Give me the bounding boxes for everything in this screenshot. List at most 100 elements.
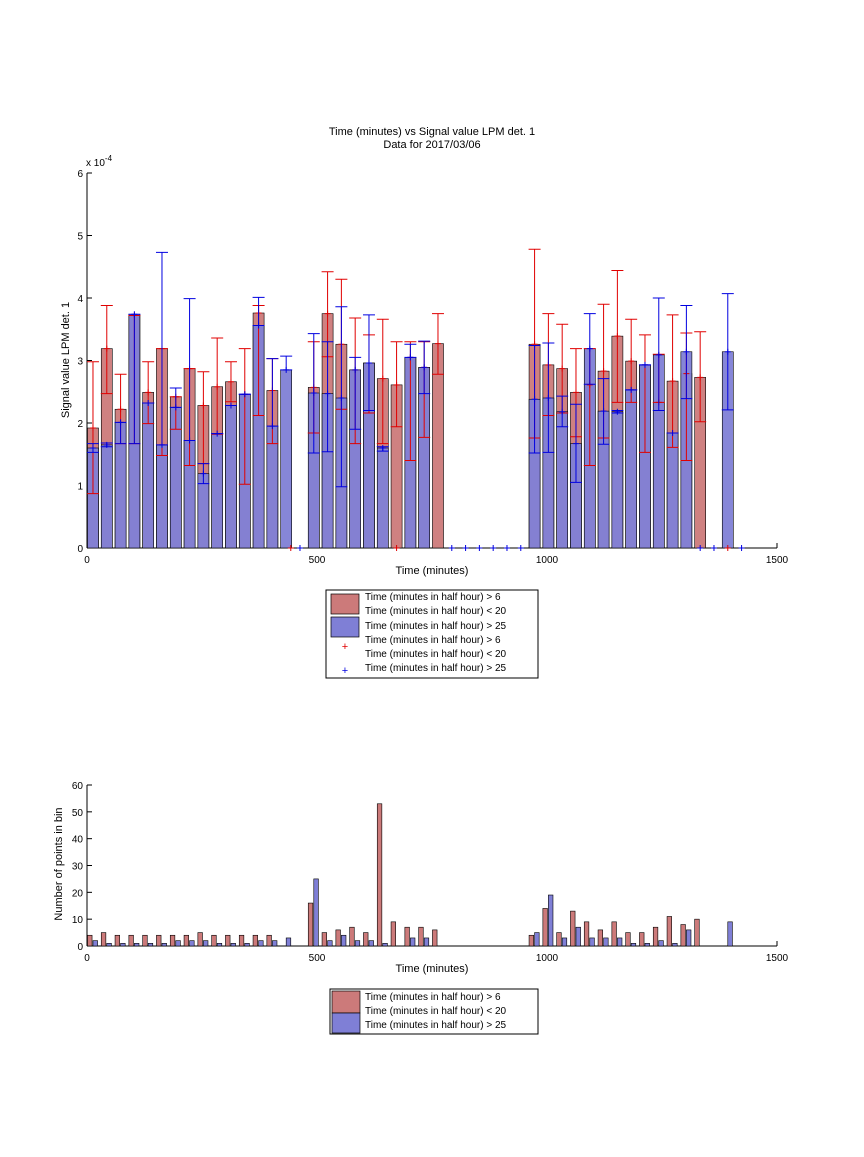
red-count-bar <box>169 934 176 947</box>
top-legend-blue-patch <box>330 616 360 638</box>
blue-signal-bar <box>197 473 210 549</box>
bottom-plot-area: 0 500 1000 1500 0 10 20 30 40 50 60 <box>72 781 789 964</box>
red-count-bar <box>542 908 548 947</box>
blue-count-bar <box>368 940 374 947</box>
red-count-bar <box>238 934 245 947</box>
blue-count-bar <box>272 940 278 947</box>
red-count-bar <box>528 934 534 947</box>
blue-count-bar <box>244 943 250 947</box>
blue-count-bar <box>106 943 112 947</box>
top-errorbars-layer <box>86 248 745 551</box>
red-count-bar <box>349 926 355 947</box>
red-count-bar <box>694 918 700 947</box>
blue-count-bar <box>548 894 554 947</box>
top-y-tick-label: 1 <box>77 482 83 493</box>
bottom-x-tick-label: 0 <box>84 953 90 964</box>
chart-subtitle: Data for 2017/03/06 <box>383 139 480 151</box>
bottom-legend-red-line1: Time (minutes in half hour) > 6 <box>365 992 501 1003</box>
blue-signal-bar <box>266 425 279 549</box>
bottom-legend-red-patch <box>331 990 361 1014</box>
red-count-bar <box>666 916 672 947</box>
red-count-bar <box>363 932 369 947</box>
red-count-bar <box>583 921 590 947</box>
blue-count-bar <box>686 929 692 947</box>
blue-signal-bar <box>376 447 389 549</box>
blue-count-bar <box>575 926 581 947</box>
top-plot-area: 0 500 1000 1500 0 1 2 3 4 5 6 <box>77 169 788 566</box>
top-legend-red-line2: Time (minutes in half hour) < 20 <box>365 606 507 617</box>
blue-count-bar <box>630 943 637 947</box>
blue-count-bar <box>147 943 154 947</box>
red-count-bar <box>611 921 617 947</box>
red-count-bar <box>114 934 120 947</box>
blue-signal-bar <box>211 433 224 549</box>
red-count-bar <box>570 910 576 947</box>
blue-count-bar <box>410 937 416 947</box>
red-count-bar <box>142 934 148 947</box>
red-count-bar <box>335 929 341 947</box>
blue-count-bar <box>327 940 333 947</box>
blue-count-bar <box>727 921 733 947</box>
y-exponent-label: x 10-4 <box>86 154 113 169</box>
top-legend-red-line1: Time (minutes in half hour) > 6 <box>365 592 501 603</box>
top-legend-box <box>325 589 539 679</box>
bottom-legend-red-line2: Time (minutes in half hour) < 20 <box>365 1006 507 1017</box>
blue-signal-bar <box>625 389 637 549</box>
top-legend-red-marker: + <box>342 641 348 653</box>
bottom-x-tick-label: 1000 <box>536 953 559 964</box>
red-count-bar <box>390 921 396 947</box>
blue-count-bar <box>672 943 678 947</box>
blue-count-bar <box>258 940 264 947</box>
blue-count-bar <box>341 934 347 947</box>
top-y-axis-label: Signal value LPM det. 1 <box>60 302 72 418</box>
bottom-y-tick-label: 40 <box>72 835 84 846</box>
red-count-bar <box>597 929 603 947</box>
top-legend-red-marker-line1: Time (minutes in half hour) > 6 <box>365 635 501 646</box>
bottom-x-tick-label: 1500 <box>766 953 789 964</box>
bottom-x-tick-label: 500 <box>309 953 326 964</box>
blue-count-bar <box>617 937 623 947</box>
bottom-legend-blue-patch <box>331 1012 361 1034</box>
blue-count-bar <box>285 937 292 947</box>
red-count-bar <box>639 932 645 947</box>
top-legend-blue-line1: Time (minutes in half hour) > 25 <box>365 621 507 632</box>
blue-count-bar <box>644 943 650 947</box>
blue-count-bar <box>161 943 167 947</box>
red-count-bar <box>225 934 231 947</box>
red-count-bar <box>680 924 686 947</box>
top-y-tick-label: 4 <box>77 294 83 305</box>
top-x-tick-label: 500 <box>309 555 326 566</box>
blue-signal-bar <box>611 411 624 549</box>
bottom-y-tick-label: 60 <box>72 781 84 792</box>
red-count-bar <box>652 926 659 947</box>
top-x-tick-label: 0 <box>84 555 90 566</box>
red-count-bar <box>418 926 424 947</box>
top-legend-red-patch <box>330 593 360 615</box>
blue-signal-bar <box>556 411 568 549</box>
blue-count-bar <box>175 940 181 947</box>
blue-count-bar <box>603 937 609 947</box>
blue-count-bar <box>382 943 388 947</box>
top-legend-blue-marker: + <box>342 665 348 677</box>
bottom-y-tick-label: 20 <box>72 888 84 899</box>
blue-count-bar <box>589 937 595 947</box>
red-count-bar <box>183 934 189 947</box>
blue-signal-bar <box>666 432 679 549</box>
blue-count-bar <box>658 940 664 947</box>
blue-count-bar <box>561 937 568 947</box>
bottom-y-tick-label: 0 <box>77 942 83 953</box>
blue-signal-bar <box>100 444 113 549</box>
bottom-legend-box <box>329 988 539 1035</box>
blue-count-bar <box>216 943 223 947</box>
top-y-tick-label: 3 <box>77 357 83 368</box>
top-y-tick-label: 2 <box>77 419 83 430</box>
top-x-axis-label: Time (minutes) <box>396 565 469 577</box>
red-count-bar <box>307 902 314 947</box>
top-y-tick-label: 0 <box>77 544 83 555</box>
blue-signal-bar <box>156 444 168 549</box>
blue-signal-bar <box>225 405 237 549</box>
blue-count-bar <box>189 940 195 947</box>
red-count-bar <box>321 932 327 947</box>
